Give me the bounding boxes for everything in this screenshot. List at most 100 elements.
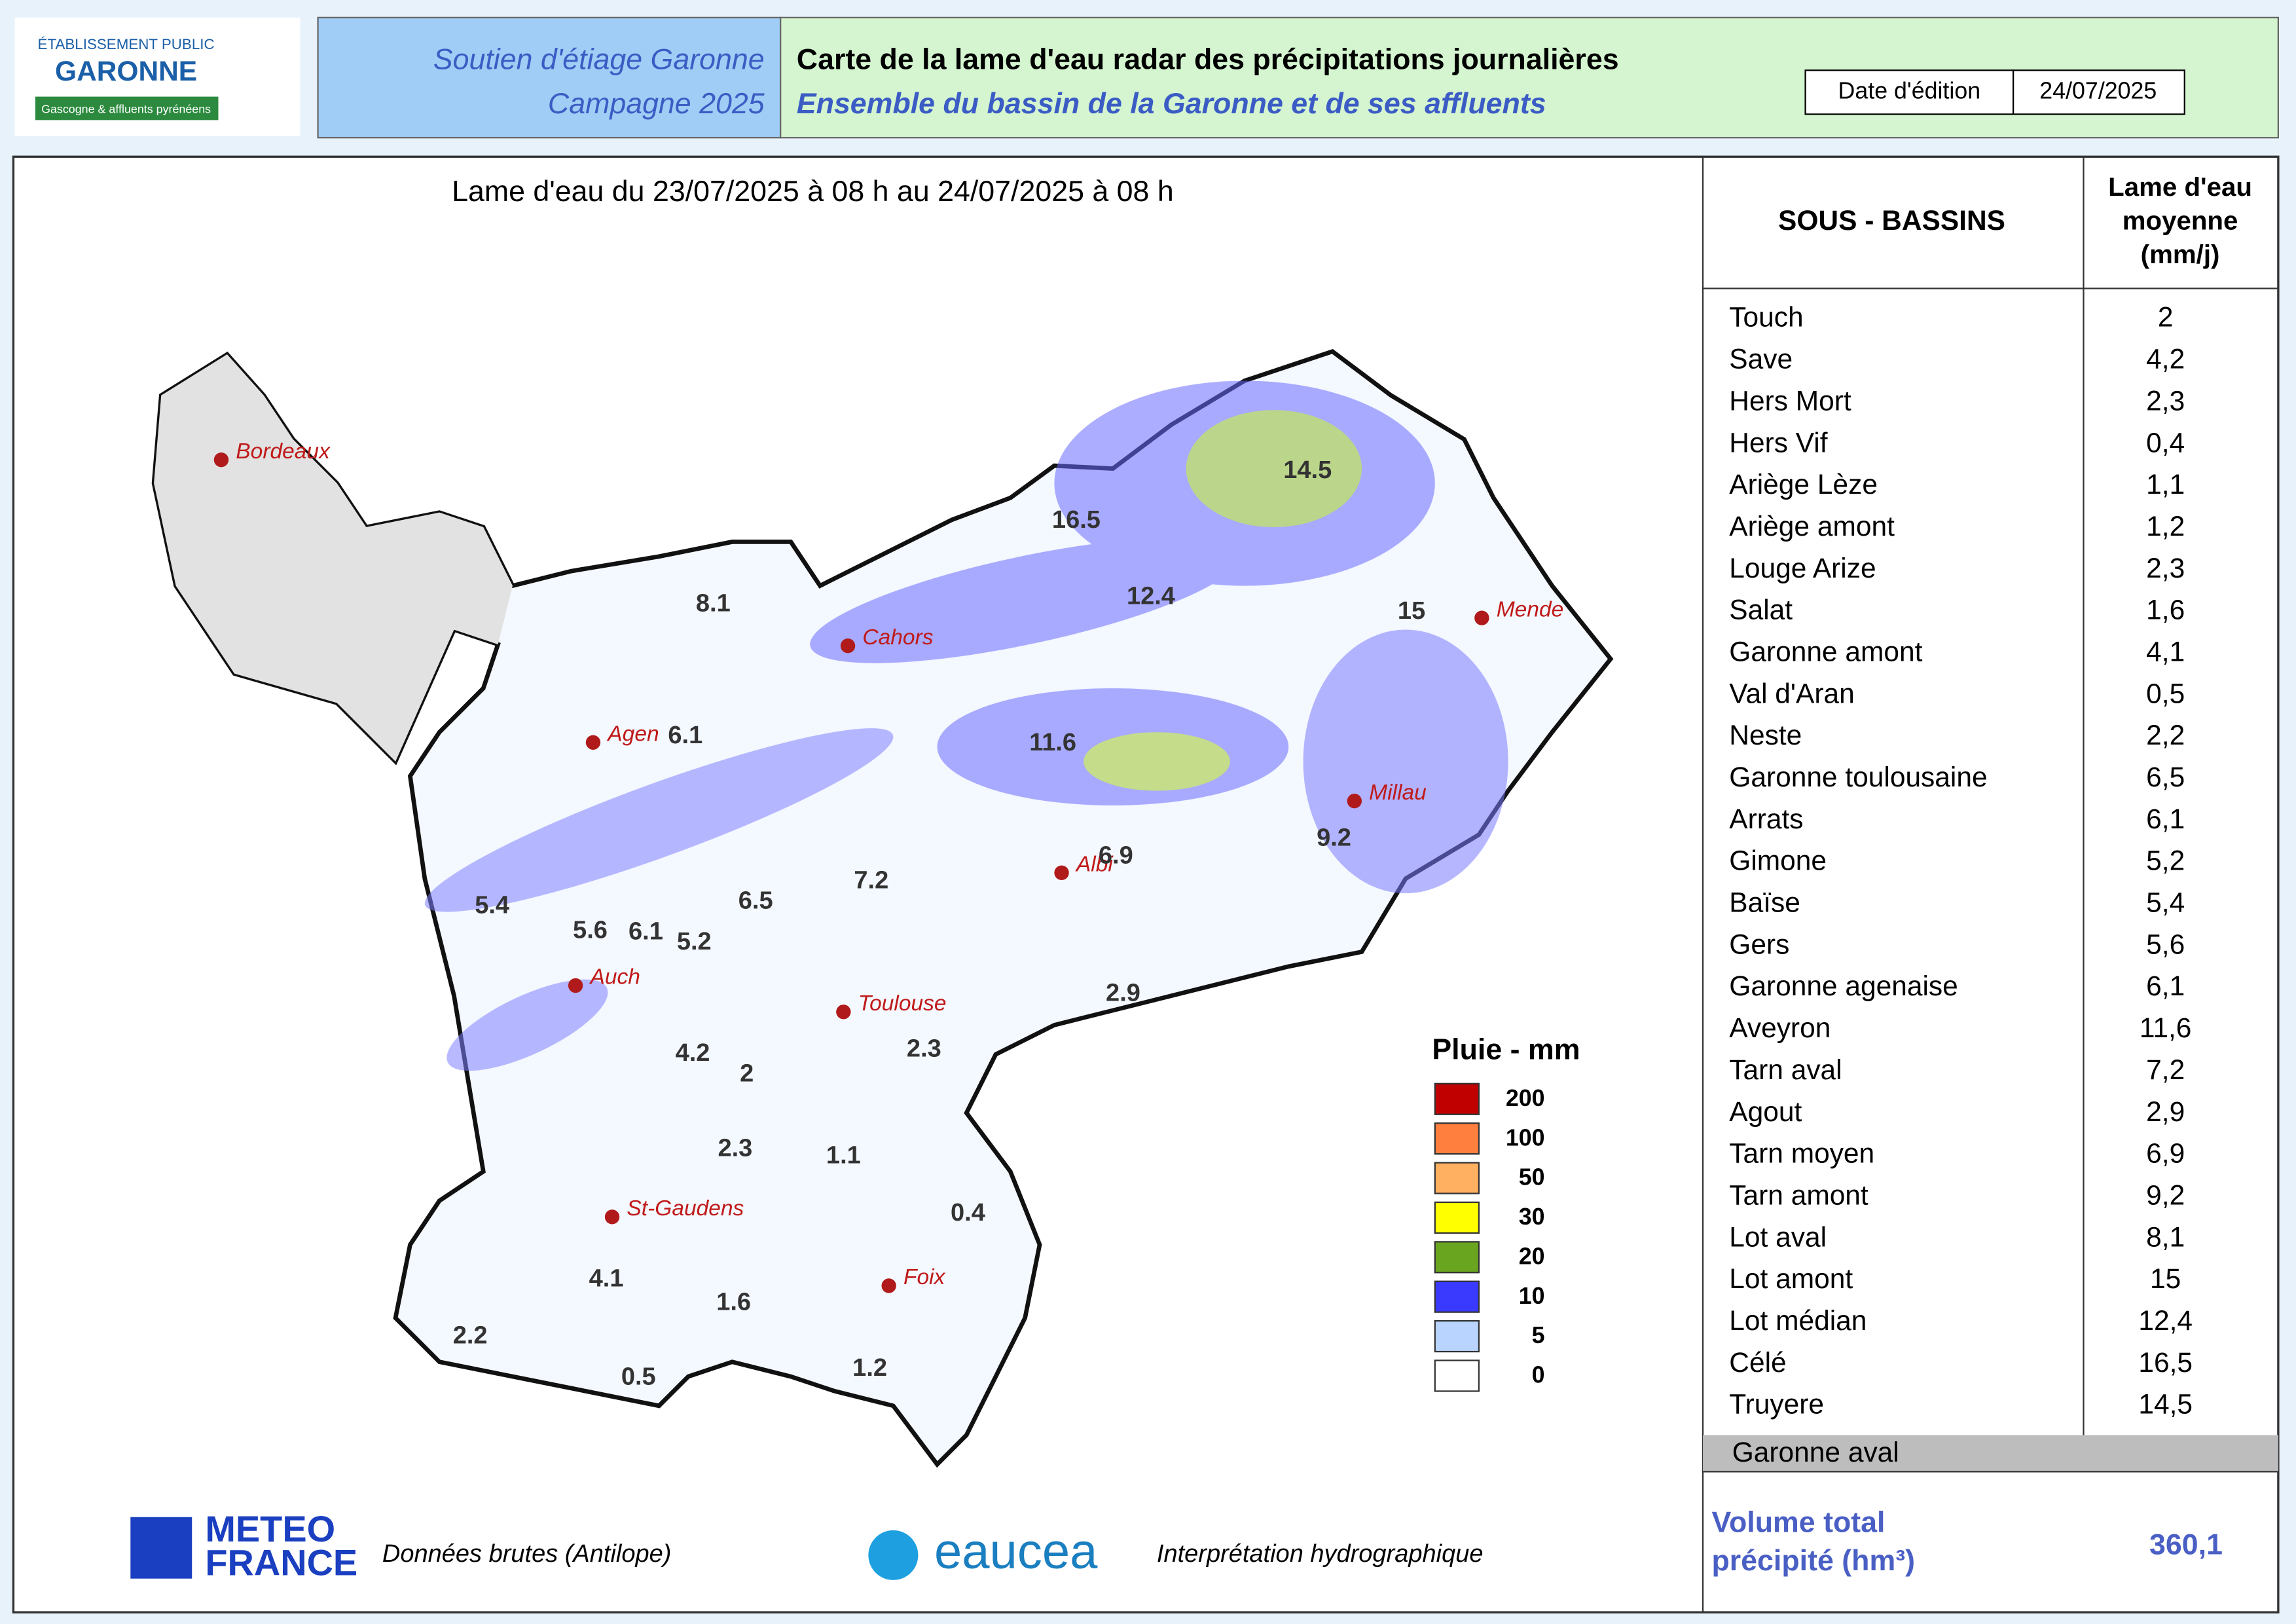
row-value: 15 [2150, 1264, 2181, 1295]
footer-note: Interprétation hydrographique [1157, 1540, 1484, 1568]
row-name: Gers [1729, 929, 1789, 960]
city-label: Cahors [862, 625, 933, 650]
map-period: Lame d'eau du 23/07/2025 à 08 h au 24/07… [452, 175, 1174, 208]
legend-label: 50 [1519, 1164, 1545, 1190]
city-marker [585, 735, 601, 750]
header-subtitle: Ensemble du bassin de la Garonne et de s… [797, 88, 1546, 120]
basin-value: 1.1 [826, 1142, 861, 1170]
city-marker [604, 1209, 620, 1225]
basin-value: 6.1 [629, 918, 663, 946]
table-header: SOUS - BASSINS [1778, 206, 2005, 236]
row-name: Louge Arize [1729, 553, 1876, 584]
row-name: Tarn moyen [1729, 1139, 1874, 1170]
city-label: Bordeaux [236, 439, 331, 464]
row-name: Val d'Aran [1729, 678, 1854, 709]
basin-value: 4.2 [676, 1039, 710, 1067]
table-header: moyenne [2123, 206, 2238, 236]
row-value: 14,5 [2138, 1390, 2193, 1420]
row-name: Salat [1729, 595, 1793, 626]
basin-value: 15 [1398, 597, 1425, 625]
legend-label: 20 [1519, 1243, 1545, 1269]
row-name: Garonne amont [1729, 637, 1922, 667]
legend-swatch [1434, 1280, 1480, 1313]
logo-text: ÉTABLISSEMENT PUBLIC [38, 36, 215, 52]
total-value: 360,1 [2149, 1528, 2223, 1560]
legend-label: 100 [1506, 1124, 1545, 1151]
rain-zone [446, 979, 608, 1071]
city-label: Millau [1369, 781, 1427, 805]
row-name: Ariège amont [1729, 511, 1895, 542]
row-name: Lot médian [1729, 1306, 1867, 1337]
row-value: 4,2 [2146, 344, 2185, 375]
row-name: Aveyron [1729, 1013, 1831, 1044]
logo-text: Gascogne & affluents pyrénéens [41, 102, 211, 115]
legend-swatch [1434, 1162, 1480, 1194]
basin-value: 4.1 [589, 1265, 624, 1293]
city-label: Mende [1497, 597, 1564, 621]
legend-label: 30 [1519, 1204, 1545, 1230]
row-value: 8,1 [2146, 1222, 2185, 1253]
legend-swatch [1434, 1320, 1480, 1353]
basin-outline [151, 348, 1614, 1468]
row-name: Lot amont [1729, 1264, 1853, 1295]
table-header: (mm/j) [2141, 240, 2220, 269]
basin-value: 0.5 [621, 1363, 656, 1390]
row-value: 6,1 [2146, 804, 2185, 835]
rain-zone [1084, 732, 1230, 791]
basin-value: 14.5 [1283, 456, 1332, 484]
basin-value: 16.5 [1052, 506, 1101, 534]
row-name: Garonne agenaise [1729, 971, 1958, 1002]
row-value: 6,9 [2146, 1139, 2185, 1170]
row-value: 2,3 [2146, 553, 2185, 584]
basin-value: 5.6 [573, 916, 608, 944]
basin-value: 6.9 [1099, 841, 1133, 869]
basin-value: 11.6 [1029, 729, 1076, 756]
row-name: Neste [1729, 720, 1802, 751]
basin-value: 5.4 [475, 891, 509, 919]
city-marker [836, 1005, 851, 1020]
row-value: 12,4 [2138, 1306, 2193, 1337]
rain-zone [810, 538, 1241, 663]
row-value: 4,1 [2146, 637, 2185, 667]
city-label: St-Gaudens [627, 1196, 744, 1221]
row-value: 5,2 [2146, 846, 2185, 877]
row-name: Truyere [1729, 1390, 1824, 1420]
city-label: Auch [589, 965, 640, 989]
row-name: Hers Vif [1729, 428, 1827, 458]
basin-value: 2.3 [907, 1035, 941, 1062]
basin-value: 2.3 [718, 1135, 752, 1162]
eaucea-logo [868, 1530, 919, 1580]
total-label: précipité (hm³) [1711, 1545, 1915, 1577]
row-name: Ariège Lèze [1729, 470, 1878, 500]
row-value: 0,5 [2146, 678, 2185, 709]
legend-swatch [1434, 1241, 1480, 1274]
footer-note: Données brutes (Antilope) [382, 1540, 671, 1568]
rain-zone [1186, 410, 1362, 528]
row-name: Baïse [1729, 888, 1800, 919]
row-value: 2,2 [2146, 720, 2185, 751]
city-label: Foix [903, 1265, 946, 1289]
row-value: 2,3 [2146, 386, 2185, 416]
legend-label: 10 [1519, 1283, 1545, 1309]
basin-value: 0.4 [951, 1199, 985, 1227]
row-name: Célé [1729, 1348, 1786, 1378]
legend-label: 5 [1532, 1322, 1545, 1348]
logo-band [35, 96, 219, 120]
row-name: Arrats [1729, 804, 1803, 835]
legend-label: 200 [1506, 1085, 1545, 1111]
city-label: Agen [606, 722, 659, 746]
row-name: Save [1729, 344, 1793, 375]
unmeasured-zone [154, 354, 513, 762]
basin-value: 9.2 [1317, 824, 1351, 851]
legend-swatch [1434, 1122, 1480, 1155]
row-value: 2 [2158, 303, 2174, 333]
city-marker [1347, 794, 1362, 809]
legend-label: 0 [1532, 1362, 1545, 1388]
date-value: 24/07/2025 [2039, 77, 2157, 103]
date-value-box [2013, 69, 2185, 115]
header-text: Campagne 2025 [548, 88, 765, 120]
logo-text: GARONNE [55, 56, 197, 87]
row-value: 2,9 [2146, 1097, 2185, 1128]
footer-logo: eaucea [934, 1524, 1098, 1579]
basin-value: 2 [740, 1060, 754, 1087]
